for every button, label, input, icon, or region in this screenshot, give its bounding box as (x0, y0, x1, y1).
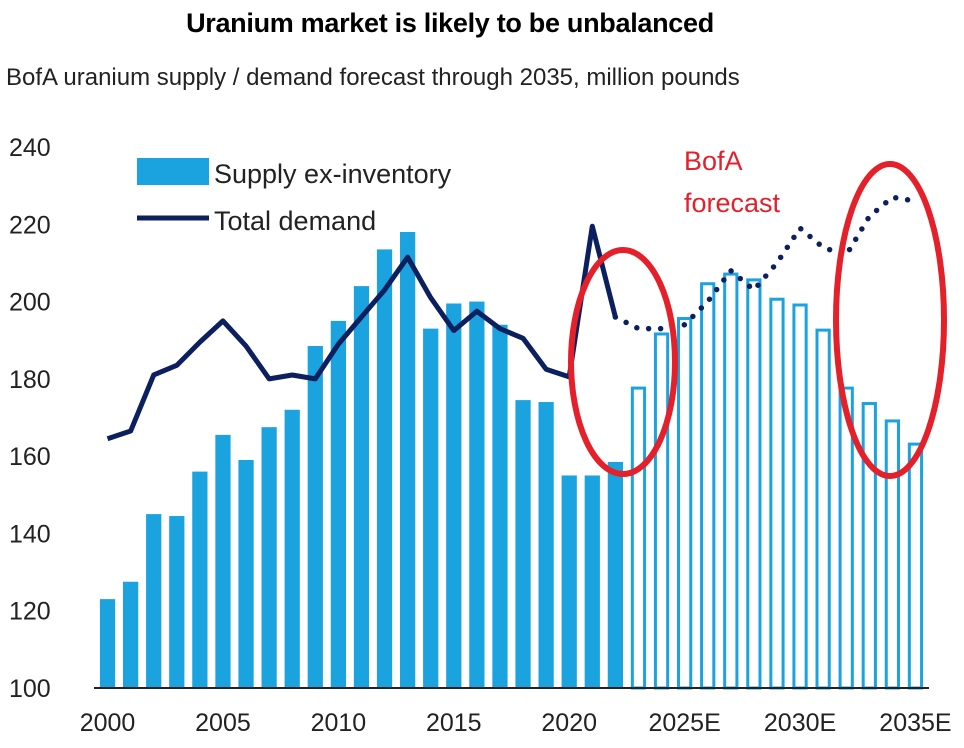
legend-swatch-supply (137, 158, 209, 185)
y-tick-label: 140 (9, 520, 51, 548)
x-tick-label: 2030E (764, 709, 836, 737)
bar-2031E (815, 328, 831, 690)
bar-2008 (284, 409, 300, 688)
bar-2005 (215, 434, 231, 688)
bar-2004 (192, 471, 208, 688)
bar-2026E (700, 282, 716, 690)
bar-2030E (792, 303, 808, 690)
bar-2035E (907, 442, 924, 690)
bar-2012 (376, 249, 393, 688)
legend-label-supply: Supply ex-inventory (214, 159, 452, 189)
bar-2017 (492, 324, 508, 688)
bar-2002 (146, 514, 162, 688)
highlight-ellipse-right (833, 161, 947, 479)
y-tick-label: 160 (9, 443, 51, 471)
bar-2027E (723, 272, 739, 690)
legend-label-demand: Total demand (214, 206, 376, 236)
bar-2020 (561, 475, 577, 688)
demand-line-forecast (612, 194, 919, 332)
y-tick-label: 180 (9, 366, 51, 394)
bar-2015 (446, 303, 462, 688)
bar-series (99, 232, 924, 690)
bar-2025E (677, 317, 693, 690)
bar-2003 (169, 516, 185, 688)
bar-2001 (123, 581, 139, 688)
demand-line-group (106, 194, 919, 442)
y-tick-label: 100 (9, 675, 51, 703)
bar-2021 (584, 475, 600, 688)
bar-2013 (400, 232, 416, 688)
bar-2006 (238, 460, 254, 688)
forecast-annotation: BofA forecast (568, 146, 947, 479)
x-tick-label: 2000 (80, 709, 136, 737)
bar-2024E (653, 332, 670, 690)
chart-title: Uranium market is likely to be unbalance… (186, 8, 714, 38)
bar-2000 (99, 599, 116, 688)
bar-2011 (353, 286, 370, 688)
bar-2023E (630, 386, 647, 690)
highlight-ellipse-left (568, 247, 678, 477)
bar-2014 (423, 328, 439, 688)
chart-subtitle: BofA uranium supply / demand forecast th… (6, 64, 740, 91)
demand-line-actual (106, 223, 618, 442)
x-tick-label: 2025E (648, 709, 720, 737)
y-tick-label: 200 (9, 289, 51, 317)
bar-2028E (746, 278, 762, 690)
x-tick-label: 2020 (541, 709, 597, 737)
bar-2016 (469, 301, 485, 688)
x-tick-label: 2010 (311, 709, 367, 737)
bar-2029E (769, 297, 785, 690)
bar-2018 (515, 400, 531, 688)
legend: Supply ex-inventory Total demand (137, 158, 452, 236)
bar-2009 (307, 346, 323, 688)
x-tick-label: 2035E (879, 709, 951, 737)
y-tick-label: 220 (9, 211, 51, 239)
y-tick-label: 120 (9, 598, 51, 626)
bar-2022 (607, 461, 623, 688)
bar-2033E (861, 402, 877, 690)
bar-2010 (330, 320, 346, 688)
x-tick-label: 2005 (195, 709, 251, 737)
annotation-line-2: forecast (684, 188, 781, 218)
x-tick-label: 2015 (426, 709, 482, 737)
bar-2007 (261, 427, 277, 688)
bar-2034E (884, 419, 900, 690)
bar-2019 (538, 402, 554, 688)
axes: 240 220 200 180 160 140 120 100 2000 2005 2010 2015… (9, 134, 952, 737)
annotation-line-1: BofA (684, 146, 743, 176)
y-tick-label: 240 (9, 134, 51, 162)
